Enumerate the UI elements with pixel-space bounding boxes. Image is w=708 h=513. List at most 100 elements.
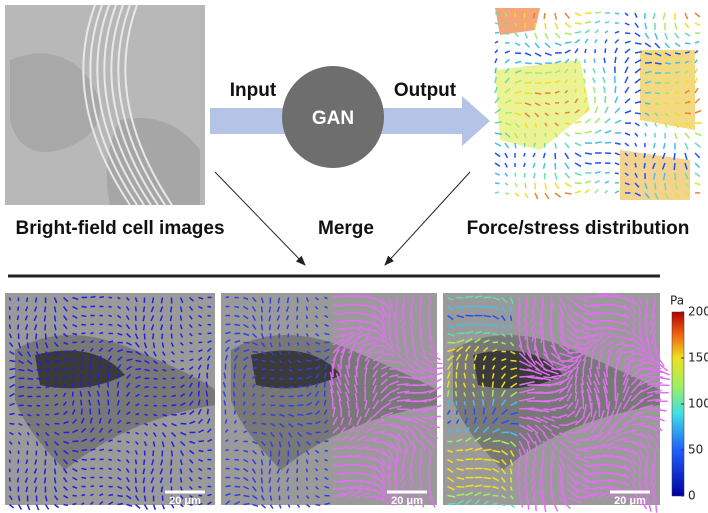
force-arrow — [261, 422, 267, 425]
force-arrow — [305, 315, 308, 320]
force-arrow — [474, 436, 482, 443]
force-arrow — [550, 344, 561, 359]
force-arrow — [566, 366, 576, 378]
force-arrow — [542, 162, 546, 169]
force-arrow — [207, 314, 211, 317]
force-arrow — [574, 472, 590, 482]
force-arrow — [564, 49, 571, 54]
force-arrow — [639, 415, 653, 418]
force-arrow — [428, 394, 442, 402]
force-arrow — [251, 332, 258, 339]
force-arrow — [539, 464, 545, 477]
force-arrow — [623, 448, 636, 455]
force-arrow — [447, 502, 456, 506]
force-map — [488, 5, 702, 202]
force-arrow — [649, 320, 657, 335]
force-arrow — [524, 328, 529, 341]
force-arrow — [594, 141, 602, 144]
force-arrow — [510, 401, 518, 407]
force-arrow — [654, 122, 658, 127]
force-arrow — [270, 413, 276, 417]
force-arrow — [630, 372, 643, 386]
force-arrow — [492, 348, 498, 353]
force-arrow — [624, 22, 630, 26]
force-arrow — [606, 420, 619, 434]
force-arrow — [594, 39, 598, 44]
force-arrow — [594, 189, 599, 194]
force-arrow — [354, 375, 358, 386]
force-arrow — [615, 320, 625, 326]
force-arrow — [106, 381, 110, 388]
force-arrow — [446, 380, 450, 388]
force-arrow — [323, 390, 326, 397]
force-arrow — [332, 446, 341, 450]
force-arrow — [540, 456, 545, 468]
force-arrow — [269, 495, 273, 501]
force-arrow — [558, 394, 569, 402]
force-arrow — [644, 80, 652, 84]
force-arrow — [252, 421, 257, 425]
force-arrow — [323, 381, 326, 388]
force-arrow — [583, 433, 598, 442]
force-arrow — [524, 192, 529, 199]
force-arrow — [630, 456, 638, 466]
force-arrow — [364, 367, 368, 378]
force-arrow — [388, 373, 399, 378]
force-arrow — [179, 324, 183, 330]
force-arrow — [234, 476, 240, 480]
force-arrow — [189, 366, 194, 371]
force-arrow — [72, 429, 79, 434]
force-arrow — [526, 496, 530, 510]
force-arrow — [583, 472, 599, 478]
force-arrow — [72, 476, 78, 481]
force-arrow — [550, 336, 557, 353]
force-arrow — [162, 413, 168, 417]
force-arrow — [652, 172, 656, 180]
force-arrow — [332, 406, 336, 418]
force-arrow — [630, 320, 637, 331]
force-arrow — [234, 467, 240, 471]
force-arrow — [533, 142, 536, 147]
force-arrow — [638, 456, 642, 466]
force-arrow — [504, 22, 509, 27]
force-arrow — [549, 472, 553, 488]
force-arrow — [614, 56, 617, 64]
force-arrow — [428, 440, 436, 449]
force-arrow — [117, 467, 122, 472]
force-arrow — [509, 450, 515, 457]
force-arrow — [418, 472, 422, 481]
force-arrow — [472, 400, 476, 406]
force-arrow — [107, 418, 112, 424]
force-arrow — [655, 408, 667, 412]
force-arrow — [324, 305, 328, 309]
force-arrow — [251, 402, 256, 407]
force-arrow — [9, 503, 15, 509]
force-arrow — [614, 119, 622, 124]
force-arrow — [428, 336, 435, 348]
force-arrow — [344, 391, 350, 402]
force-arrow — [594, 373, 601, 386]
force-arrow — [45, 385, 50, 389]
force-arrow — [524, 81, 533, 84]
force-arrow — [544, 22, 547, 30]
force-arrow — [492, 332, 499, 336]
force-arrow — [260, 459, 264, 466]
force-arrow — [519, 397, 536, 402]
force-arrow — [428, 296, 432, 305]
force-arrow — [207, 467, 211, 470]
force-arrow — [53, 333, 58, 339]
force-arrow — [550, 432, 559, 440]
force-arrow — [526, 440, 532, 453]
force-arrow — [634, 89, 642, 94]
force-arrow — [393, 464, 398, 477]
force-arrow — [664, 122, 668, 128]
force-arrow — [412, 408, 427, 413]
force-arrow — [418, 320, 422, 330]
force-arrow — [297, 385, 303, 389]
force-arrow — [614, 152, 621, 156]
force-arrow — [622, 456, 634, 464]
force-arrow — [474, 295, 483, 299]
force-arrow — [518, 496, 524, 508]
force-arrow — [44, 431, 50, 437]
force-arrow — [388, 424, 403, 430]
